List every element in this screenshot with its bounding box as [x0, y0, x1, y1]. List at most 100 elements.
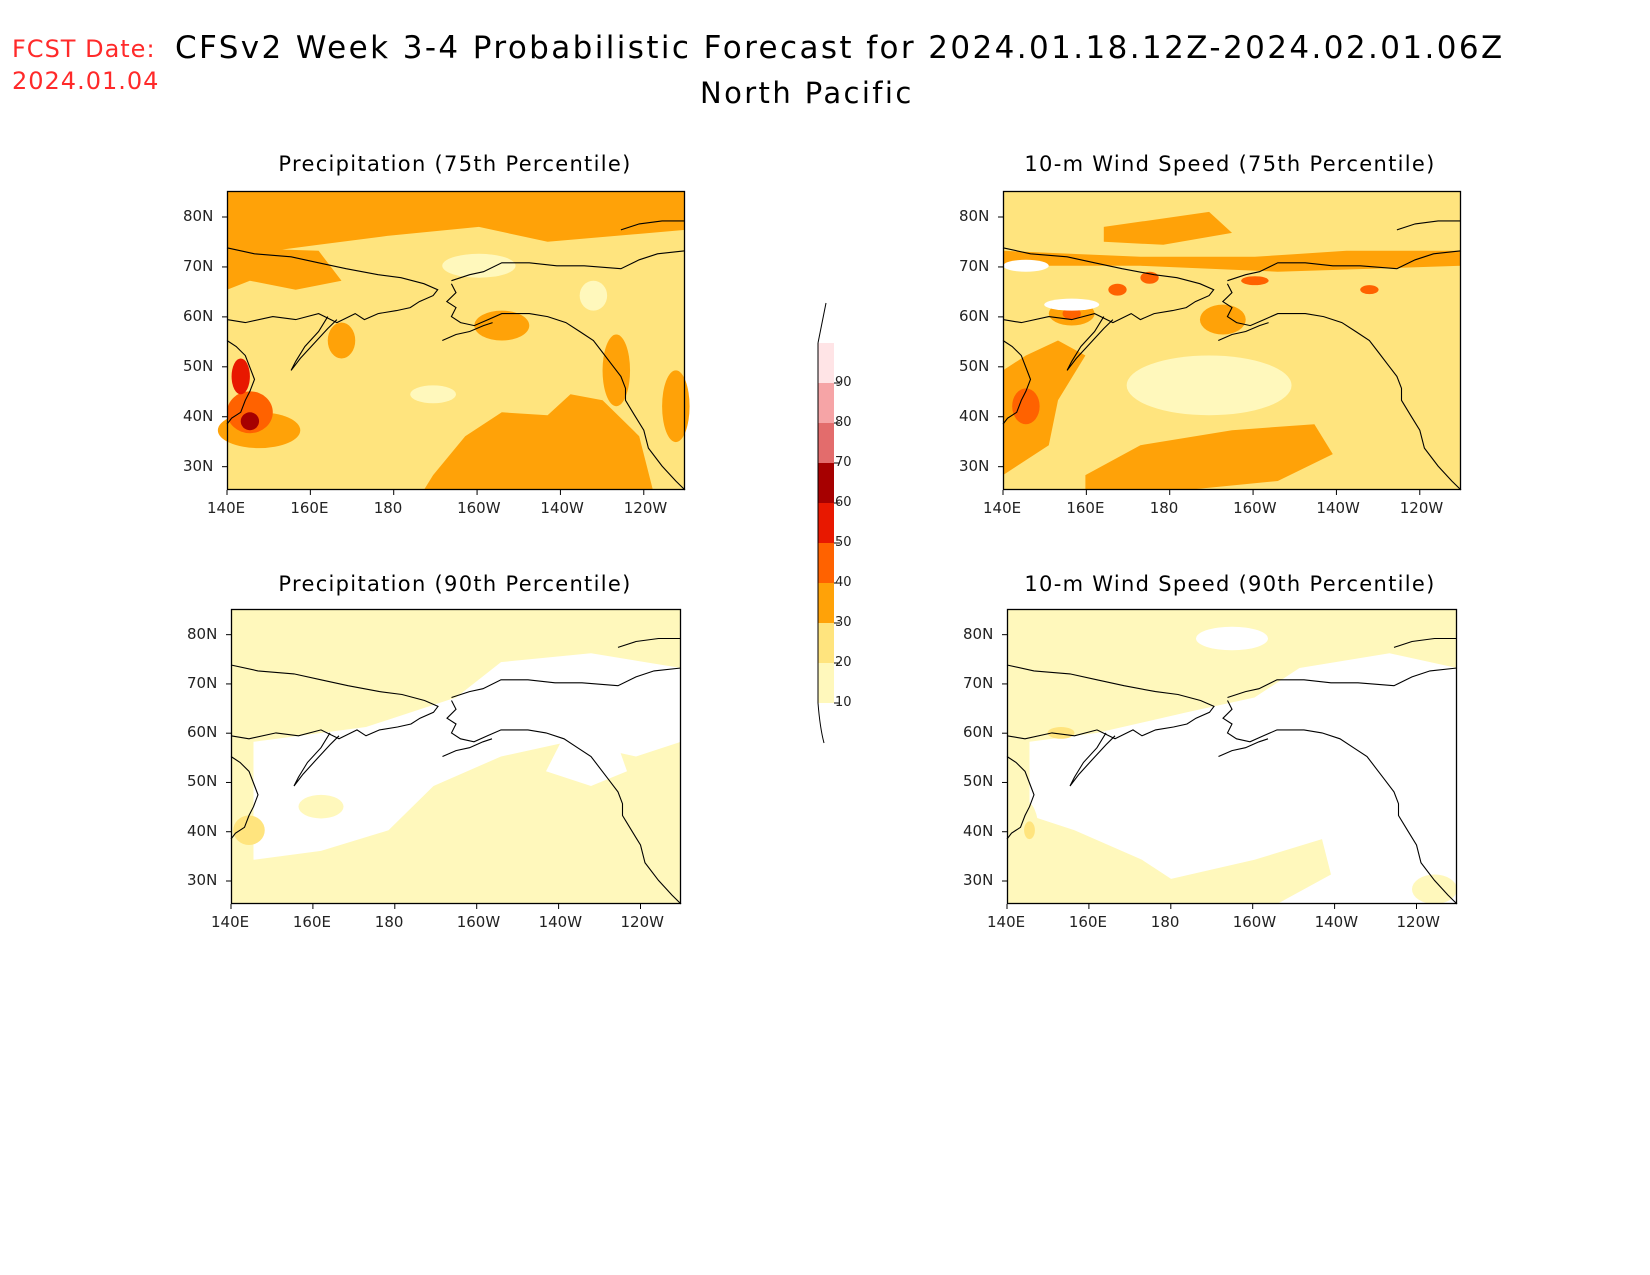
contour-area — [1164, 839, 1331, 904]
lat-tick-label: 80N — [959, 207, 990, 225]
coastline — [451, 250, 686, 282]
lon-tick-label: 180 — [1150, 913, 1180, 931]
lat-tick-label: 40N — [187, 821, 218, 840]
contour-area — [298, 794, 344, 819]
contour-area — [1412, 874, 1457, 904]
coastlines — [226, 220, 686, 491]
coastlines — [230, 637, 682, 905]
coastline — [442, 322, 493, 342]
coastline — [230, 664, 439, 740]
lat-tick-label: 30N — [183, 456, 214, 475]
coastline — [442, 738, 493, 758]
contour-area — [1108, 283, 1127, 296]
colorbar-segment — [818, 343, 834, 383]
contour-area — [423, 394, 653, 490]
lat-tick-label: 70N — [187, 673, 218, 692]
lat-tick-label: 70N — [963, 673, 994, 692]
lon-tick-label: 120W — [1396, 913, 1440, 931]
contour-area — [1085, 424, 1333, 490]
panel-title-precip-90: Precipitation (90th Percentile) — [278, 572, 632, 596]
contour-area — [240, 412, 260, 431]
lon-tick-label: 160W — [1233, 499, 1277, 517]
coastline — [226, 247, 439, 324]
coastline — [1006, 756, 1035, 840]
lon-tick-label: 160W — [1232, 913, 1277, 931]
lat-tick-label: 50N — [963, 772, 994, 791]
lon-tick-label: 160W — [456, 913, 501, 931]
contour-area — [1003, 259, 1049, 272]
lat-tick-label: 30N — [187, 870, 218, 889]
lat-tick-label: 50N — [183, 356, 214, 375]
lon-tick-label: 160E — [292, 913, 331, 931]
coastline — [1069, 732, 1116, 787]
colorbar-segment — [818, 583, 834, 623]
lat-tick-label: 40N — [963, 821, 994, 840]
coastline — [226, 340, 256, 425]
coastline — [1396, 220, 1461, 231]
lon-tick-label: 140W — [538, 913, 583, 931]
colorbar-segment — [818, 463, 834, 503]
contour-area — [233, 815, 265, 845]
contour-area — [1199, 304, 1246, 335]
colorbar-segment — [818, 423, 834, 463]
contour-area — [227, 191, 685, 257]
contour-area — [442, 253, 516, 278]
map-wind-75 — [998, 190, 1462, 495]
coastline — [230, 756, 259, 840]
coastline — [1218, 322, 1269, 342]
lat-tick-label: 40N — [959, 406, 990, 425]
coastline — [1002, 247, 1215, 324]
colorbar-label: 30 — [835, 615, 852, 630]
coastline — [293, 732, 340, 787]
colorbar-segment — [818, 663, 834, 703]
contour-area — [227, 391, 273, 434]
coastline — [1218, 738, 1269, 758]
contour-area — [1029, 653, 1457, 904]
contour-area — [1062, 307, 1081, 320]
contour-area — [1024, 821, 1035, 840]
lon-tick-label: 160E — [1066, 499, 1105, 517]
lat-tick-label: 60N — [183, 306, 214, 325]
lat-tick-label: 70N — [959, 256, 990, 275]
lat-tick-label: 80N — [183, 207, 214, 225]
lon-tick-label: 140W — [1316, 499, 1360, 517]
contour-area — [253, 653, 681, 860]
coastline — [1066, 316, 1114, 371]
contour-area — [474, 310, 530, 341]
panel-title-precip-75: Precipitation (75th Percentile) — [278, 152, 632, 176]
contour-area — [1360, 285, 1379, 295]
lat-tick-label: 40N — [183, 406, 214, 425]
coastline — [1222, 700, 1458, 905]
lon-tick-label: 160W — [457, 499, 501, 517]
coastline — [1227, 667, 1458, 699]
coastline — [290, 316, 338, 371]
contour-area — [662, 370, 690, 443]
lat-tick-label: 70N — [183, 256, 214, 275]
colorbar-cap-bottom — [817, 702, 825, 744]
fcst-date-label: FCST Date: — [12, 35, 156, 63]
coastline — [1002, 340, 1032, 425]
colorbar — [817, 302, 840, 744]
lon-tick-label: 120W — [1399, 499, 1444, 517]
lat-tick-label: 50N — [187, 772, 218, 791]
map-precip-90 — [226, 608, 682, 909]
colorbar-label: 60 — [835, 495, 852, 510]
map-frame — [230, 608, 682, 905]
lat-tick-label: 60N — [187, 723, 218, 742]
map-frame — [226, 190, 686, 491]
contour-area — [327, 322, 356, 359]
lat-tick-label: 30N — [963, 870, 994, 889]
contour-area — [227, 247, 342, 290]
contour-area — [1196, 626, 1268, 651]
coastline — [1221, 283, 1462, 491]
colorbar-segment — [818, 543, 834, 583]
coastline — [445, 283, 686, 491]
coastline — [451, 667, 682, 699]
lat-tick-label: 80N — [963, 624, 994, 643]
contour-area — [1044, 298, 1100, 311]
colorbar-label: 90 — [835, 375, 852, 390]
coastline — [446, 700, 682, 905]
contour-area — [1012, 388, 1040, 425]
colorbar-label: 20 — [835, 655, 852, 670]
colorbar-segment — [818, 503, 834, 543]
